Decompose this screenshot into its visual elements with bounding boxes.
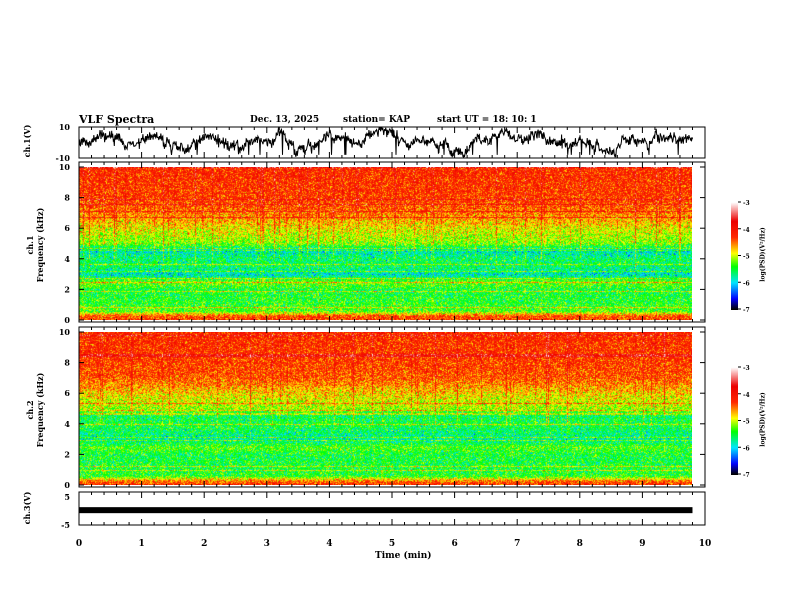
colorbar-tick-label: -7: [743, 472, 750, 479]
x-tick-label: 2: [201, 539, 207, 549]
spec2-ytick-label: 8: [64, 358, 70, 368]
spec2-ytick-label: 0: [64, 480, 70, 490]
ch3-ytick-label: 5: [64, 492, 70, 502]
ch1-waveform: [78, 126, 693, 159]
ch1-spec-ylabel-ch: ch.1: [25, 235, 35, 255]
ch2-spec-ylabel-freq: Frequency (kHz): [35, 372, 45, 448]
x-tick-label: 4: [326, 539, 332, 549]
x-tick-label: 8: [577, 539, 583, 549]
colorbar-tick-label: -5: [743, 254, 750, 261]
ch1-ylabel: ch.1(V): [22, 124, 32, 158]
ch3-ytick-label: -5: [61, 520, 70, 530]
x-tick-label: 5: [389, 539, 395, 549]
x-tick-label: 6: [451, 539, 457, 549]
ch1-spectrogram: [79, 167, 692, 320]
x-tick-label: 7: [514, 539, 520, 549]
ch3-waveform: [79, 507, 693, 514]
colorbar-2: [731, 367, 738, 475]
panel-frame-2: [78, 326, 706, 488]
spec1-ytick-label: 10: [59, 162, 71, 172]
spec1-ytick-label: 2: [64, 284, 70, 294]
x-axis-label: Time (min): [375, 551, 432, 561]
spec1-ytick-label: 8: [64, 193, 70, 203]
spec2-ytick-label: 4: [64, 419, 70, 429]
ch1-ytick-label: 10: [59, 122, 71, 132]
x-tick-label: 1: [138, 539, 144, 549]
colorbar-tick-label: -4: [743, 227, 750, 234]
spec1-ytick-label: 0: [64, 315, 70, 325]
start-time-label: start UT = 18: 10: 1: [437, 115, 537, 125]
colorbar-tick-label: -3: [743, 365, 750, 372]
colorbar-tick-label: -4: [743, 392, 750, 399]
spec2-ytick-label: 10: [59, 327, 71, 337]
ch2-spectrogram: [79, 332, 692, 485]
ch1-ytick-label: -10: [56, 153, 71, 163]
colorbar-tick-label: -6: [743, 280, 750, 287]
station-label: station= KAP: [343, 115, 411, 125]
ch1-spec-ylabel-freq: Frequency (kHz): [35, 207, 45, 283]
colorbar-tick-label: -3: [743, 200, 750, 207]
spec1-ytick-label: 6: [64, 223, 70, 233]
colorbar-2-label: log(PSD)(V²/Hz): [759, 392, 767, 447]
colorbar-tick-label: -6: [743, 445, 750, 452]
ch2-spec-ylabel: ch.2 Frequency (kHz): [25, 355, 45, 465]
ch1-spec-ylabel: ch.1 Frequency (kHz): [25, 190, 45, 300]
chart-title: VLF Spectra: [79, 113, 155, 126]
spec2-ytick-label: 2: [64, 449, 70, 459]
colorbar-1: [731, 202, 738, 310]
spec2-ytick-label: 6: [64, 388, 70, 398]
colorbar-tick-label: -5: [743, 419, 750, 426]
x-tick-label: 9: [639, 539, 645, 549]
spec1-ytick-label: 4: [64, 254, 70, 264]
x-tick-label: 3: [264, 539, 270, 549]
ch3-ylabel: ch.3(V): [22, 491, 32, 525]
date-label: Dec. 13, 2025: [250, 115, 320, 125]
x-tick-label: 10: [699, 539, 712, 549]
x-tick-label: 0: [76, 539, 82, 549]
ch2-spec-ylabel-ch: ch.2: [25, 400, 35, 420]
colorbar-1-label: log(PSD)(V²/Hz): [759, 227, 767, 282]
colorbar-tick-label: -7: [743, 307, 750, 314]
panel-frame-1: [78, 161, 706, 323]
